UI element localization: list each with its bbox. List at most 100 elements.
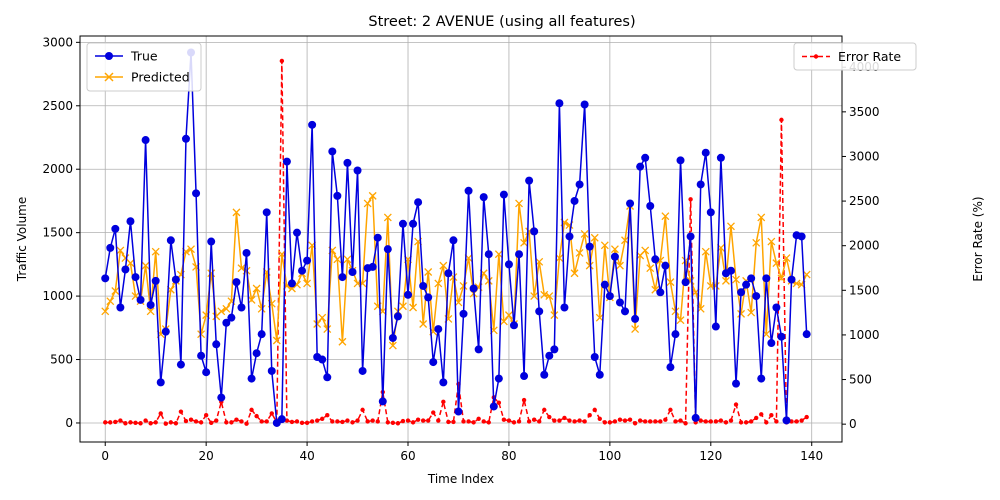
point-predicted <box>494 250 503 259</box>
point-predicted <box>646 264 655 273</box>
point-predicted <box>721 276 730 285</box>
point-error-rate <box>153 420 158 425</box>
point-error-rate <box>289 419 295 425</box>
point-true <box>661 261 670 270</box>
point-true <box>570 196 579 205</box>
point-true <box>192 189 201 198</box>
point-true <box>373 233 382 242</box>
point-predicted <box>530 292 539 301</box>
point-error-rate <box>360 407 365 413</box>
point-error-rate <box>476 416 481 421</box>
point-true <box>605 292 614 301</box>
point-error-rate <box>738 420 744 425</box>
x-tick-label: 140 <box>800 449 823 463</box>
point-true <box>292 228 301 237</box>
point-error-rate <box>769 413 774 418</box>
point-error-rate <box>259 419 264 424</box>
series-layer <box>101 48 811 427</box>
point-true <box>439 378 448 387</box>
point-true <box>348 267 357 276</box>
point-predicted <box>424 268 433 276</box>
point-error-rate <box>113 419 118 425</box>
point-predicted <box>772 259 781 268</box>
point-error-rate <box>229 420 234 425</box>
point-true <box>257 330 266 339</box>
x-tick-label: 100 <box>598 449 621 463</box>
point-true <box>474 345 483 354</box>
point-error-rate <box>118 418 123 423</box>
point-error-rate <box>415 417 421 422</box>
point-true <box>666 363 675 372</box>
point-error-rate <box>728 418 734 423</box>
point-error-rate <box>128 420 133 425</box>
point-true <box>469 284 478 293</box>
point-error-rate <box>183 418 189 424</box>
point-true <box>404 290 413 299</box>
point-true <box>434 325 443 334</box>
point-predicted <box>434 279 443 288</box>
point-true <box>711 322 720 331</box>
point-predicted <box>484 276 493 285</box>
point-predicted <box>383 213 392 222</box>
point-true <box>252 349 261 358</box>
point-true <box>202 368 211 377</box>
point-error-rate <box>723 420 729 425</box>
point-predicted <box>151 247 160 256</box>
point-error-rate <box>320 416 325 421</box>
point-true <box>545 351 554 360</box>
legend-true-marker <box>105 52 113 60</box>
legend-right: Error Rate <box>793 42 917 71</box>
point-error-rate <box>365 419 370 424</box>
point-predicted <box>732 275 740 284</box>
point-true <box>504 260 513 269</box>
legend-predicted-label: Predicted <box>131 70 190 85</box>
point-error-rate <box>188 417 194 422</box>
point-true <box>797 232 806 241</box>
point-true <box>696 180 705 189</box>
point-true <box>535 307 544 316</box>
y-right-tick-label: 3500 <box>849 105 880 119</box>
point-error-rate <box>390 420 396 426</box>
point-true <box>277 415 286 424</box>
y-right-tick-label: 2500 <box>849 194 880 208</box>
legend-true-label: True <box>130 49 158 64</box>
point-error-rate <box>481 419 486 424</box>
point-true <box>585 242 594 251</box>
point-predicted <box>504 311 513 320</box>
point-predicted <box>439 261 448 270</box>
point-true <box>802 330 811 339</box>
point-true <box>767 339 776 348</box>
point-true <box>621 307 630 316</box>
point-true <box>197 351 206 360</box>
point-error-rate <box>622 418 628 423</box>
point-predicted <box>303 279 312 288</box>
point-predicted <box>237 264 246 273</box>
point-true <box>247 374 256 383</box>
point-error-rate <box>673 419 678 424</box>
point-predicted <box>111 287 120 295</box>
point-error-rate <box>602 420 608 425</box>
point-error-rate <box>627 417 633 422</box>
point-true <box>520 372 529 381</box>
point-error-rate <box>431 410 436 415</box>
point-error-rate <box>562 415 567 421</box>
point-error-rate <box>632 421 638 426</box>
point-error-rate <box>557 418 562 423</box>
point-error-rate <box>400 418 406 424</box>
point-true <box>540 370 549 379</box>
point-error-rate <box>340 419 345 425</box>
point-true <box>489 402 498 411</box>
point-error-rate <box>108 420 113 425</box>
point-true <box>494 374 503 383</box>
point-true <box>459 309 468 318</box>
point-predicted <box>252 284 261 293</box>
point-error-rate <box>653 419 658 424</box>
point-true <box>131 273 140 282</box>
point-true <box>762 274 771 283</box>
point-error-rate <box>173 421 179 426</box>
point-true <box>298 266 307 275</box>
point-error-rate <box>531 417 537 422</box>
point-error-rate <box>779 117 784 123</box>
point-true <box>686 232 695 241</box>
